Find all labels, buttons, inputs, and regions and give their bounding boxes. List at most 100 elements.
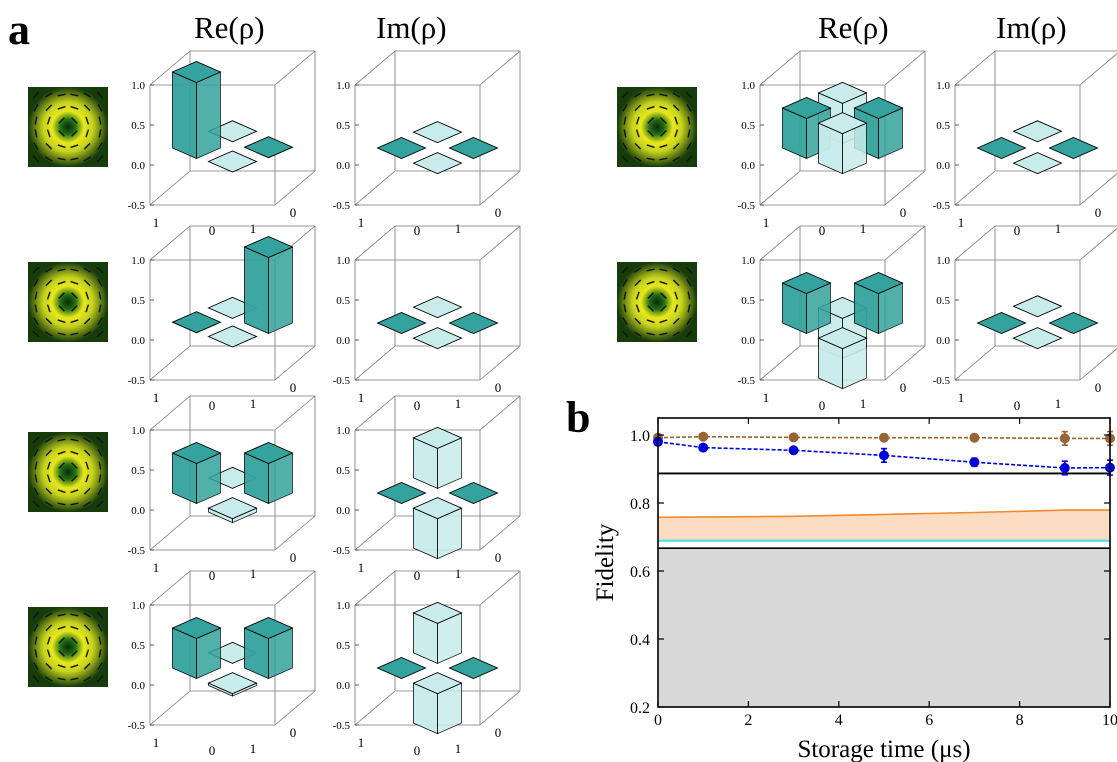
z-tick-label: 1.0 xyxy=(336,425,350,437)
bar-top xyxy=(817,112,868,135)
frame-edge xyxy=(479,570,521,606)
frame-edge xyxy=(479,225,521,261)
bar-top xyxy=(781,97,832,119)
x-tick-label: 4 xyxy=(835,712,843,729)
frame-edge xyxy=(479,690,521,726)
z-tick-label: 0.0 xyxy=(336,335,350,347)
polarization-arrow xyxy=(45,279,53,287)
polarization-arrow xyxy=(672,156,680,162)
polarization-arrow xyxy=(647,305,654,312)
frame-edge xyxy=(479,395,521,431)
polarization-arrow xyxy=(33,279,39,287)
z-tick-label: 0.5 xyxy=(131,295,145,307)
z-tick-label: 1.0 xyxy=(741,255,755,267)
axis-tick-label: 1 xyxy=(455,566,462,581)
polarization-arrow xyxy=(58,117,65,124)
polarization-arrow xyxy=(659,280,668,285)
polarization-arrow xyxy=(685,155,693,163)
polarization-arrow xyxy=(98,649,102,658)
frame-edge xyxy=(274,515,316,551)
density-plot: 1.0 0.5 0.0 -0.5 1 0 1 0 xyxy=(933,225,1117,413)
polarization-arrow xyxy=(635,291,640,300)
data-point xyxy=(698,442,709,453)
polarization-arrow xyxy=(45,487,53,495)
bar-side xyxy=(268,246,293,335)
axis-tick-label: 0 xyxy=(414,568,421,583)
z-tick-label: 0.0 xyxy=(336,680,350,692)
axis-tick-label: 0 xyxy=(495,205,502,220)
frame-edge xyxy=(354,515,396,551)
polarization-arrow xyxy=(83,437,91,443)
polarization-arrow xyxy=(674,129,679,138)
polarization-arrow xyxy=(46,636,51,645)
bar-top xyxy=(1012,120,1063,143)
frame-edge xyxy=(759,50,801,86)
polarization-arrow xyxy=(83,104,91,112)
z-tick-label: -0.5 xyxy=(333,375,351,387)
bar-top xyxy=(412,327,463,350)
polarization-arrow xyxy=(57,664,66,669)
polarization-arrow xyxy=(96,91,104,99)
frame-edge xyxy=(954,225,996,261)
z-tick-label: -0.5 xyxy=(738,200,756,212)
polarization-arrow xyxy=(45,662,53,670)
polarization-arrow xyxy=(45,437,53,443)
axis-tick-label: 0 xyxy=(414,398,421,413)
polarization-arrow xyxy=(32,91,40,99)
axis-tick-label: 1 xyxy=(153,215,160,230)
polarization-arrow xyxy=(70,502,79,506)
polarization-arrow xyxy=(46,304,51,313)
polarization-arrow xyxy=(623,304,627,313)
data-point xyxy=(788,432,799,443)
polarization-arrow xyxy=(98,636,102,645)
axis-tick-label: 1 xyxy=(358,560,365,575)
polarization-arrow xyxy=(96,500,104,508)
polarization-arrow xyxy=(85,304,90,313)
polarization-arrow xyxy=(646,332,655,336)
axis-tick-label: 1 xyxy=(763,390,770,405)
polarization-arrow xyxy=(46,129,51,138)
frame-edge xyxy=(149,690,191,726)
beam-profile-left-2 xyxy=(28,262,108,342)
frame-edge xyxy=(479,170,521,206)
polarization-arrow xyxy=(58,292,65,299)
polarization-arrow xyxy=(674,304,679,313)
axis-tick-label: 1 xyxy=(1055,396,1062,411)
polarization-arrow xyxy=(34,129,38,138)
panel-a-label: a xyxy=(8,5,30,54)
polarization-arrow xyxy=(83,624,91,632)
polarization-arrow xyxy=(659,268,668,272)
polarization-arrow xyxy=(98,461,102,470)
polarization-arrow xyxy=(687,304,691,313)
density-plot: 1.0 0.5 0.0 -0.5 1 0 1 0 xyxy=(128,50,316,238)
polarization-arrow xyxy=(71,650,78,657)
frame-edge xyxy=(149,570,191,606)
bar-side xyxy=(196,71,221,160)
polarization-arrow xyxy=(672,317,680,325)
polarization-arrow xyxy=(621,155,629,163)
data-point xyxy=(698,431,709,442)
polarization-arrow xyxy=(85,636,90,645)
z-tick-label: 0.5 xyxy=(741,120,755,132)
axis-tick-label: 1 xyxy=(958,215,965,230)
polarization-arrow xyxy=(685,266,693,274)
polarization-arrow xyxy=(622,142,628,150)
polarization-arrow xyxy=(97,317,103,325)
z-tick-label: 0.5 xyxy=(336,120,350,132)
bar-side xyxy=(172,71,197,160)
polarization-arrow xyxy=(32,675,40,683)
polarization-arrow xyxy=(32,500,40,508)
beam-profile-right-1 xyxy=(617,87,697,167)
polarization-arrow xyxy=(635,304,640,313)
polarization-arrow xyxy=(660,130,667,137)
polarization-arrow xyxy=(97,487,103,495)
beam-profile-image xyxy=(28,87,108,167)
density-plot: 1.0 0.5 0.0 -0.5 1 0 1 0 xyxy=(333,395,521,583)
polarization-arrow xyxy=(57,157,66,161)
bar-top xyxy=(853,272,904,294)
axis-tick-label: 1 xyxy=(153,390,160,405)
frame-edge xyxy=(354,50,396,86)
polarization-arrow xyxy=(57,625,66,630)
polarization-arrow xyxy=(646,105,655,110)
x-tick-label: 10 xyxy=(1102,712,1117,729)
